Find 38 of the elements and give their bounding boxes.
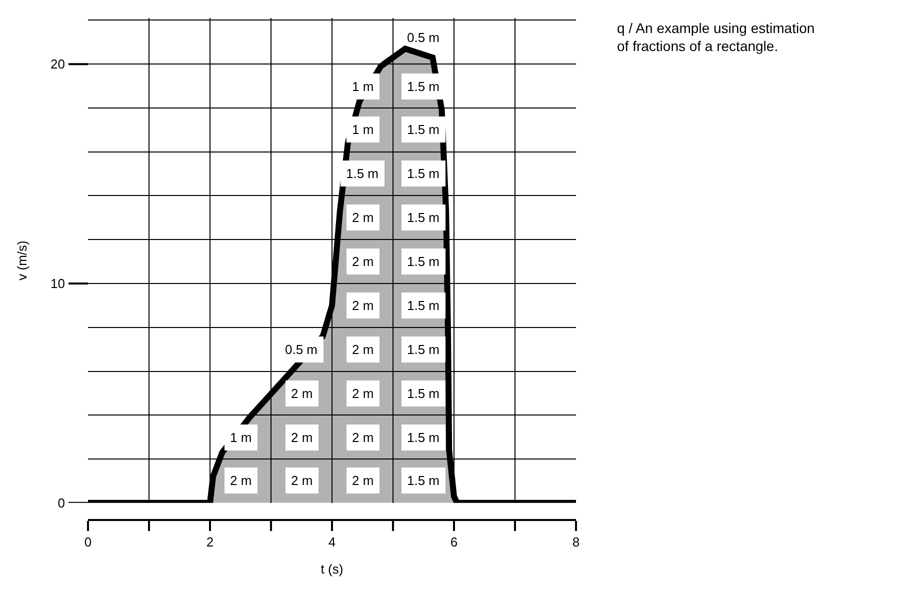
x-tick-label: 2 bbox=[206, 534, 214, 550]
annotation: 1 m bbox=[352, 79, 374, 94]
annotation: 2 m bbox=[291, 386, 313, 401]
annotation: 2 m bbox=[352, 342, 374, 357]
x-tick-label: 6 bbox=[450, 534, 458, 550]
annotation: 2 m bbox=[352, 298, 374, 313]
x-tick-label: 4 bbox=[328, 534, 336, 550]
annotation: 1.5 m bbox=[407, 473, 440, 488]
annotation: 2 m bbox=[352, 430, 374, 445]
annotation: 1.5 m bbox=[407, 79, 440, 94]
annotation: 2 m bbox=[352, 386, 374, 401]
annotation: 1.5 m bbox=[407, 254, 440, 269]
annotation: 0.5 m bbox=[285, 342, 318, 357]
annotation: 1.5 m bbox=[407, 342, 440, 357]
annotation: 2 m bbox=[291, 473, 313, 488]
x-axis-title: t (s) bbox=[320, 562, 344, 577]
annotation: 1.5 m bbox=[407, 386, 440, 401]
annotation: 2 m bbox=[352, 473, 374, 488]
annotation: 0.5 m bbox=[407, 30, 440, 45]
annotation: 1.5 m bbox=[407, 166, 440, 181]
annotation: 1.5 m bbox=[407, 298, 440, 313]
annotation: 1.5 m bbox=[346, 166, 379, 181]
y-tick-label: 10 bbox=[50, 276, 65, 292]
annotation: 2 m bbox=[352, 254, 374, 269]
y-tick-label: 0 bbox=[58, 495, 65, 510]
annotation: 2 m bbox=[291, 430, 313, 445]
x-tick-label: 0 bbox=[84, 534, 92, 550]
annotation: 1 m bbox=[352, 122, 374, 137]
y-axis-title: v (m/s) bbox=[14, 240, 30, 280]
annotation: 2 m bbox=[230, 473, 252, 488]
annotation: 1.5 m bbox=[407, 210, 440, 225]
annotation: 2 m bbox=[352, 210, 374, 225]
annotation: 1 m bbox=[230, 430, 252, 445]
text: q / An example using estimation of fractions of a rectangle. bbox=[617, 20, 815, 54]
annotation: 1.5 m bbox=[407, 430, 440, 445]
x-tick-label: 8 bbox=[572, 534, 580, 550]
y-tick-label: 20 bbox=[50, 56, 65, 72]
annotation: 1.5 m bbox=[407, 122, 440, 137]
